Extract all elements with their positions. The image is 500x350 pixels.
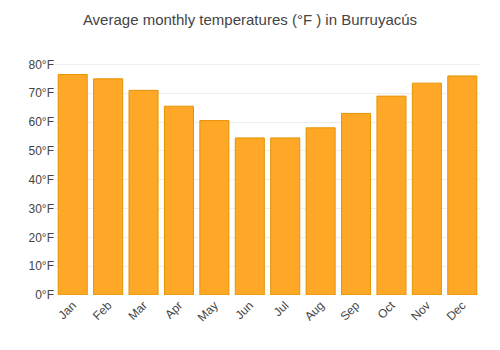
svg-text:Oct: Oct: [375, 298, 399, 322]
svg-text:Sep: Sep: [337, 298, 362, 323]
svg-text:Dec: Dec: [444, 298, 469, 323]
svg-text:May: May: [195, 298, 221, 324]
svg-text:Mar: Mar: [125, 298, 150, 323]
svg-text:70°F: 70°F: [29, 86, 54, 100]
svg-text:Nov: Nov: [408, 298, 433, 323]
svg-text:20°F: 20°F: [29, 231, 54, 245]
svg-text:60°F: 60°F: [29, 115, 54, 129]
svg-text:Jun: Jun: [233, 298, 257, 322]
svg-text:30°F: 30°F: [29, 202, 54, 216]
svg-text:10°F: 10°F: [29, 259, 54, 273]
svg-text:50°F: 50°F: [29, 144, 54, 158]
svg-text:Feb: Feb: [90, 298, 115, 323]
svg-text:80°F: 80°F: [29, 58, 54, 72]
svg-text:Aug: Aug: [302, 298, 327, 323]
svg-text:Apr: Apr: [162, 298, 185, 321]
svg-text:Average monthly temperatures (: Average monthly temperatures (°F ) in Bu…: [83, 11, 417, 28]
svg-text:Jul: Jul: [271, 298, 292, 319]
svg-text:40°F: 40°F: [29, 173, 54, 187]
svg-text:0°F: 0°F: [35, 288, 54, 302]
svg-text:Jan: Jan: [55, 298, 79, 322]
